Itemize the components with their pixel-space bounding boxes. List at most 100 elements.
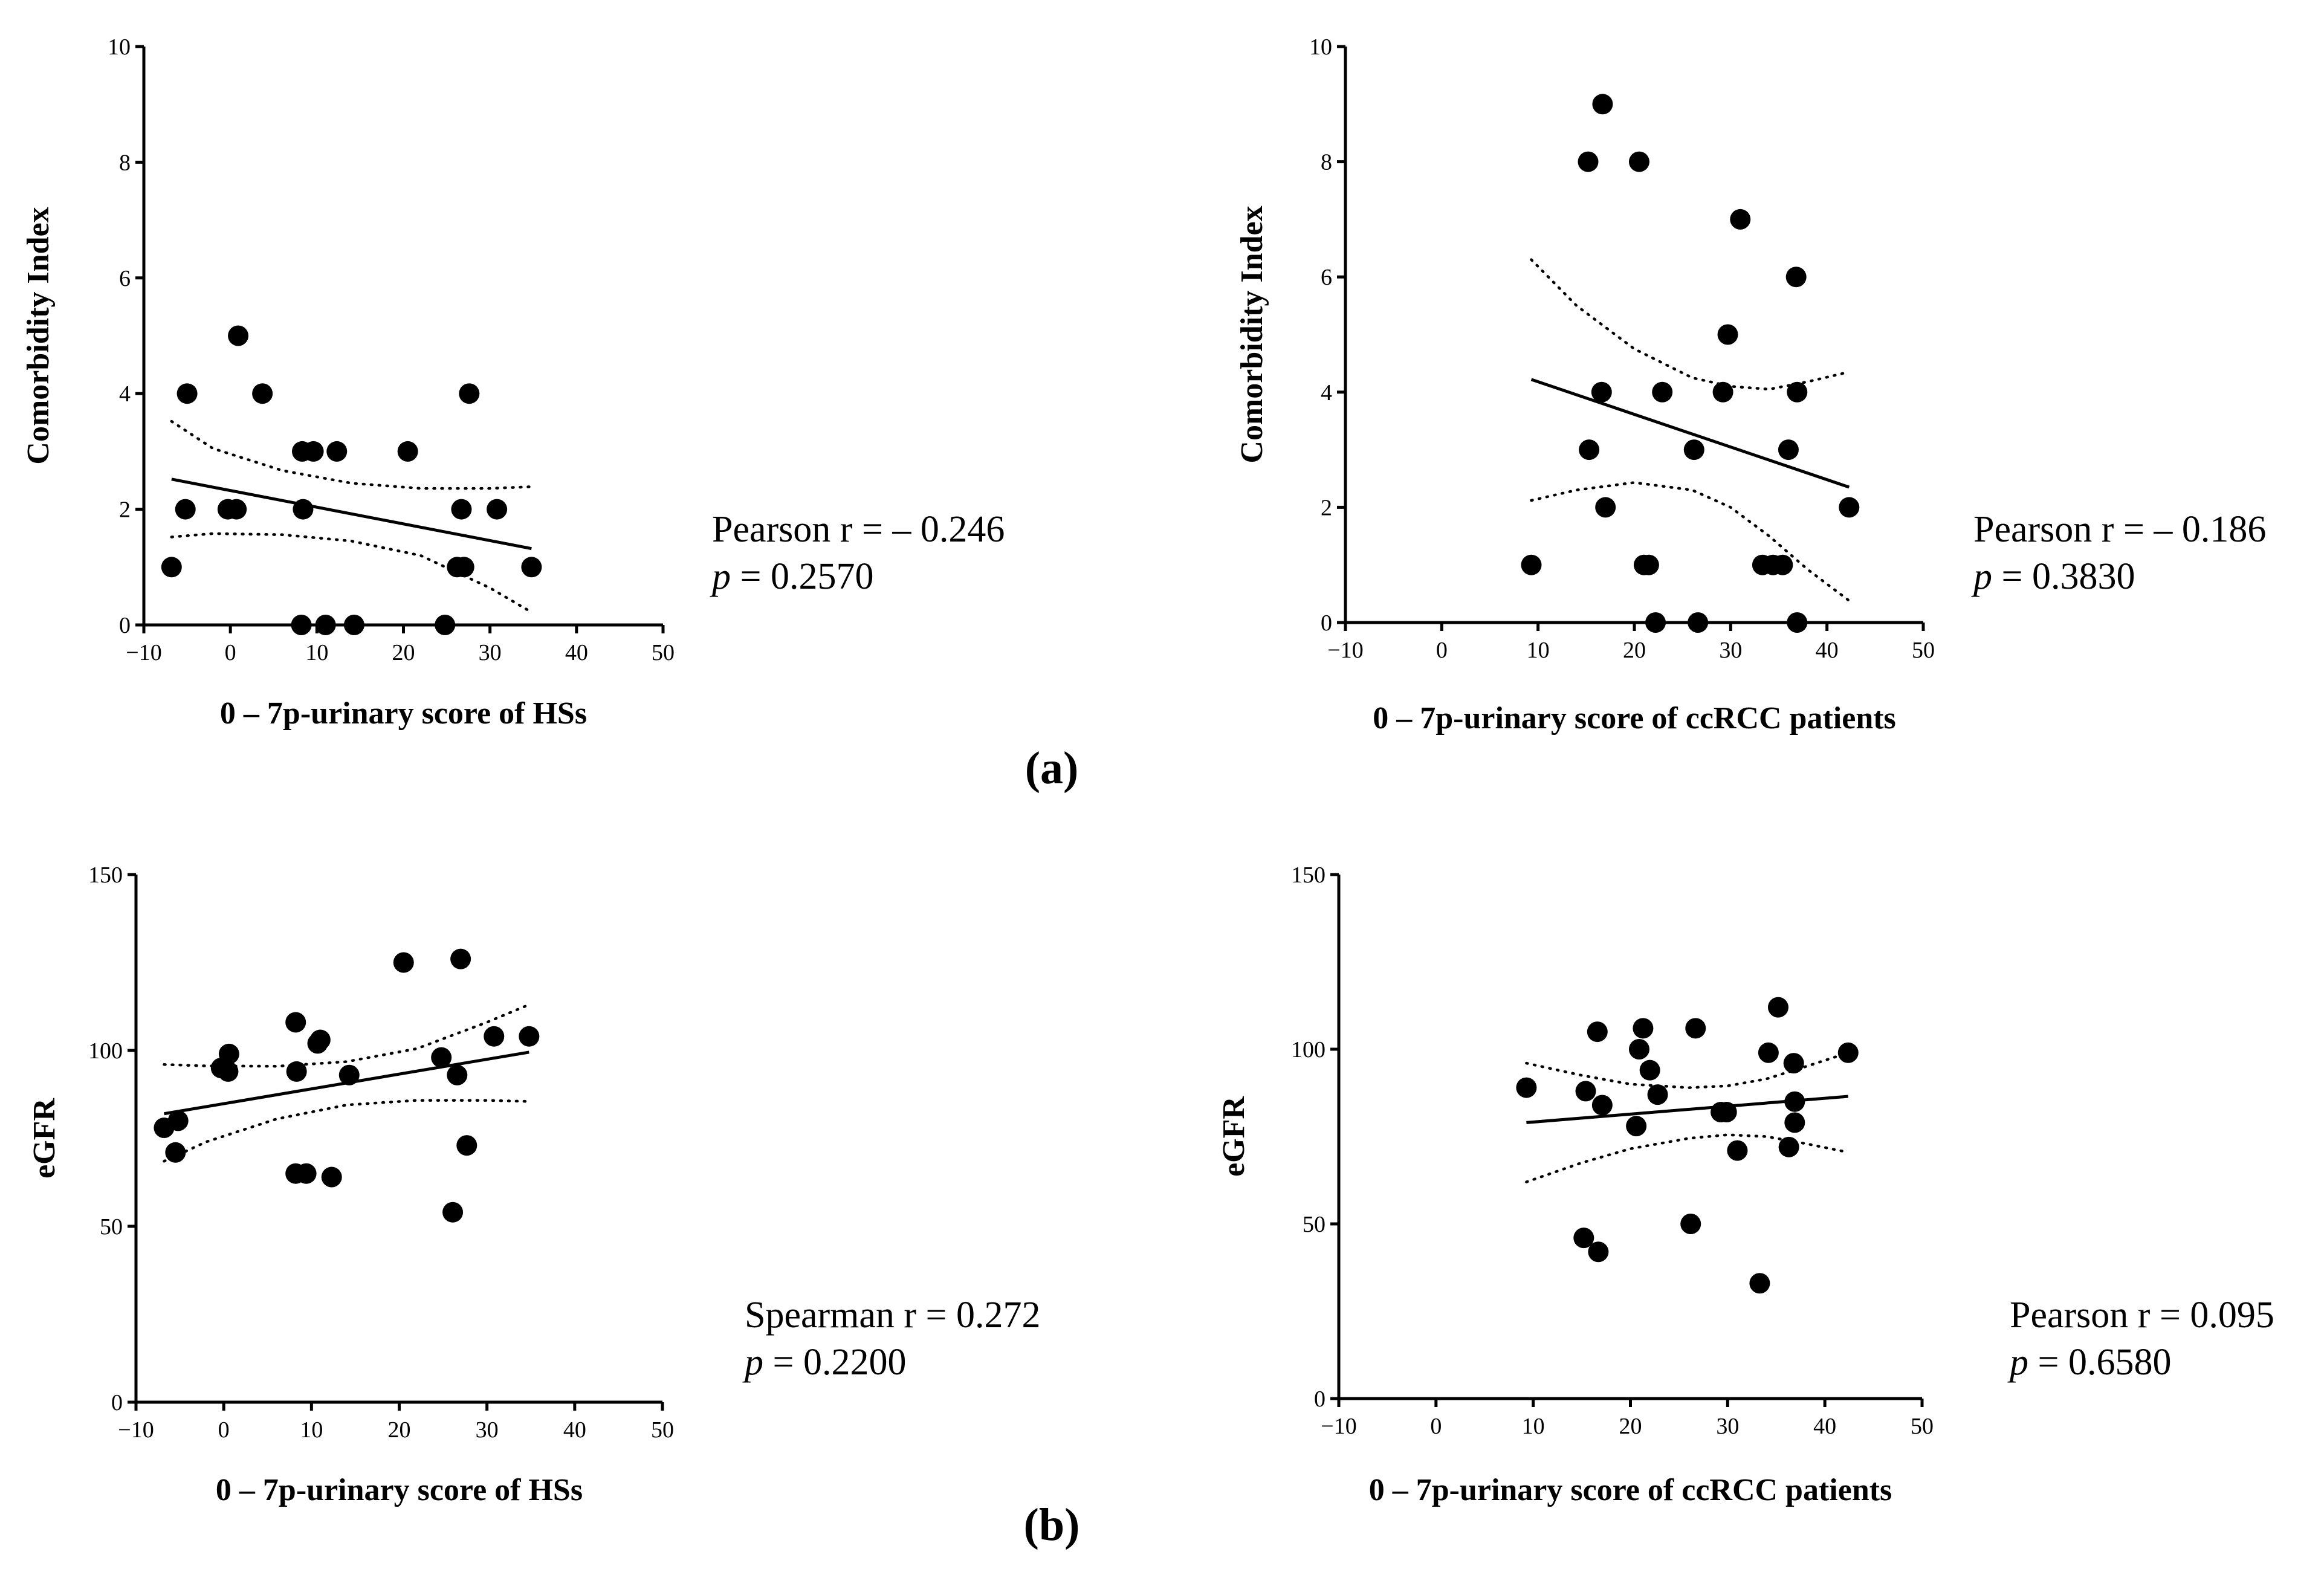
data-point xyxy=(1592,94,1613,115)
data-point xyxy=(431,1047,452,1068)
data-point xyxy=(343,615,364,635)
x-tick-label: 10 xyxy=(300,1417,323,1443)
data-point xyxy=(1787,612,1808,633)
y-tick-label: 6 xyxy=(119,266,131,291)
data-point xyxy=(1573,1228,1594,1249)
data-point xyxy=(1516,1077,1537,1098)
stats-b-left-line2: p = 0.2200 xyxy=(742,1342,906,1383)
y-tick-label: 50 xyxy=(100,1214,123,1240)
y-tick-label: 50 xyxy=(1303,1212,1325,1237)
p-label: p xyxy=(710,556,731,597)
data-point xyxy=(1785,267,1807,288)
data-point xyxy=(1716,1102,1737,1123)
ci-lower-band xyxy=(170,532,533,614)
panel-label-b: (b) xyxy=(1024,1499,1080,1550)
data-point xyxy=(309,1029,331,1050)
x-tick-label: 30 xyxy=(479,640,502,665)
data-point xyxy=(1683,439,1704,461)
x-tick-label: 50 xyxy=(1911,1414,1934,1439)
data-point xyxy=(1587,1021,1608,1043)
data-point xyxy=(1787,381,1808,403)
data-point xyxy=(1837,1042,1859,1063)
stats-b-right-line1: Pearson r = 0.095 xyxy=(2010,1295,2274,1336)
ci-upper-band xyxy=(1530,258,1851,391)
y-tick-label: 100 xyxy=(88,1038,123,1064)
y-tick-label: 150 xyxy=(1291,862,1325,888)
data-point xyxy=(1685,1018,1706,1039)
p-value: = 0.2570 xyxy=(731,556,873,597)
y-axis-title: eGFR xyxy=(27,1098,62,1179)
y-axis-title: eGFR xyxy=(1217,1096,1251,1177)
data-point xyxy=(1767,997,1788,1018)
x-tick-label: 30 xyxy=(1719,638,1742,663)
data-point xyxy=(1778,439,1799,461)
data-point xyxy=(286,1061,307,1082)
y-tick-label: 6 xyxy=(1321,265,1332,290)
data-point xyxy=(453,557,474,578)
p-label: p xyxy=(1971,556,1992,597)
y-tick-label: 150 xyxy=(88,862,123,888)
stats-a-left-line1: Pearson r = – 0.246 xyxy=(712,509,1005,550)
data-point xyxy=(447,1064,468,1085)
data-point xyxy=(218,1043,239,1064)
y-tick-label: 0 xyxy=(1321,610,1332,636)
y-tick-label: 100 xyxy=(1291,1037,1325,1063)
data-point xyxy=(1591,1095,1613,1116)
x-tick-label: 0 xyxy=(1436,638,1448,663)
y-axis-title: Comorbidity Index xyxy=(21,207,56,464)
data-point xyxy=(303,441,324,462)
data-point xyxy=(285,1012,306,1033)
y-tick-label: 4 xyxy=(1321,380,1332,406)
data-point xyxy=(1784,1091,1805,1112)
y-tick-label: 10 xyxy=(1309,34,1332,60)
data-point xyxy=(519,1026,540,1047)
x-tick-label: 50 xyxy=(651,1417,674,1443)
y-tick-label: 10 xyxy=(108,34,131,60)
p-value: = 0.6580 xyxy=(2028,1342,2171,1383)
p-label: p xyxy=(2007,1342,2028,1383)
ci-lower-band xyxy=(1530,481,1851,603)
data-point xyxy=(521,557,542,578)
data-point xyxy=(1712,381,1733,403)
ci-lower-band xyxy=(163,1099,531,1163)
x-tick-label: 10 xyxy=(1527,638,1550,663)
x-axis-title: 0 – 7p-urinary score of ccRCC patients xyxy=(1373,701,1896,736)
x-tick-label: 40 xyxy=(1816,638,1839,663)
x-tick-label: 30 xyxy=(476,1417,499,1443)
data-point xyxy=(176,383,198,404)
stats-b-left-line1: Spearman r = 0.272 xyxy=(745,1295,1041,1336)
data-point xyxy=(252,383,273,404)
y-tick-label: 8 xyxy=(119,150,131,175)
p-value: = 0.3830 xyxy=(1992,556,2135,597)
data-point xyxy=(321,1166,342,1188)
data-point xyxy=(1591,381,1612,403)
x-tick-label: −10 xyxy=(1327,638,1363,663)
y-tick-label: 4 xyxy=(119,381,131,407)
data-point xyxy=(226,499,247,520)
data-point xyxy=(1645,612,1666,633)
data-point xyxy=(1639,1059,1660,1081)
data-point xyxy=(1626,1116,1647,1137)
data-point xyxy=(435,615,456,635)
data-point xyxy=(484,1026,505,1047)
p-value: = 0.2200 xyxy=(763,1342,906,1383)
p-label: p xyxy=(742,1342,763,1383)
ci-upper-band xyxy=(170,419,533,490)
data-point xyxy=(218,1061,239,1082)
y-tick-label: 8 xyxy=(1321,150,1332,175)
data-point xyxy=(1588,1241,1609,1263)
data-point xyxy=(165,1142,186,1163)
data-point xyxy=(1595,497,1616,518)
regression-line xyxy=(171,477,532,551)
x-tick-label: 0 xyxy=(1430,1414,1442,1439)
x-tick-label: −10 xyxy=(1321,1414,1356,1439)
data-point xyxy=(1579,439,1600,461)
data-point xyxy=(1784,1112,1805,1133)
x-tick-label: 40 xyxy=(1813,1414,1836,1439)
data-point xyxy=(1680,1214,1701,1234)
data-point xyxy=(1758,1042,1779,1063)
